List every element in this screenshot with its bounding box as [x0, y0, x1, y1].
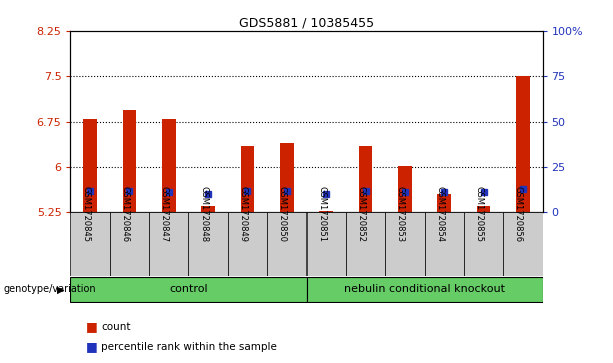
Bar — [437, 194, 451, 212]
Bar — [149, 212, 189, 276]
Text: ▶: ▶ — [57, 285, 64, 294]
Text: GSM1720853: GSM1720853 — [396, 186, 405, 242]
Bar — [228, 212, 267, 276]
Bar — [70, 277, 306, 302]
Text: GSM1720856: GSM1720856 — [514, 186, 523, 242]
Text: GSM1720854: GSM1720854 — [435, 186, 444, 242]
Bar — [280, 143, 294, 212]
Bar — [123, 110, 136, 212]
Text: GSM1720846: GSM1720846 — [121, 186, 129, 242]
Bar — [189, 212, 228, 276]
Bar — [385, 212, 424, 276]
Bar — [319, 211, 333, 212]
Bar — [424, 212, 464, 276]
Text: count: count — [101, 322, 131, 332]
Bar — [241, 146, 254, 212]
Bar — [398, 166, 412, 212]
Text: genotype/variation: genotype/variation — [3, 285, 96, 294]
Text: GSM1720845: GSM1720845 — [81, 186, 90, 242]
Bar — [201, 206, 215, 212]
Bar — [306, 277, 543, 302]
Bar — [503, 212, 543, 276]
Text: ■: ■ — [86, 340, 97, 353]
Bar — [346, 212, 385, 276]
Text: control: control — [169, 285, 208, 294]
Bar — [306, 212, 346, 276]
Bar — [162, 119, 176, 212]
Text: GSM1720849: GSM1720849 — [238, 186, 248, 242]
Bar — [516, 76, 530, 212]
Text: GSM1720851: GSM1720851 — [317, 186, 326, 242]
Title: GDS5881 / 10385455: GDS5881 / 10385455 — [239, 17, 374, 30]
Text: GSM1720850: GSM1720850 — [278, 186, 287, 242]
Text: nebulin conditional knockout: nebulin conditional knockout — [344, 285, 505, 294]
Text: percentile rank within the sample: percentile rank within the sample — [101, 342, 277, 352]
Bar — [477, 206, 490, 212]
Text: GSM1720855: GSM1720855 — [474, 186, 484, 242]
Bar — [83, 119, 97, 212]
Bar — [110, 212, 149, 276]
Text: GSM1720847: GSM1720847 — [160, 186, 169, 242]
Text: GSM1720852: GSM1720852 — [357, 186, 365, 242]
Text: ■: ■ — [86, 320, 97, 333]
Bar — [267, 212, 306, 276]
Text: GSM1720848: GSM1720848 — [199, 186, 208, 242]
Bar — [70, 212, 110, 276]
Bar — [464, 212, 503, 276]
Bar — [359, 146, 372, 212]
